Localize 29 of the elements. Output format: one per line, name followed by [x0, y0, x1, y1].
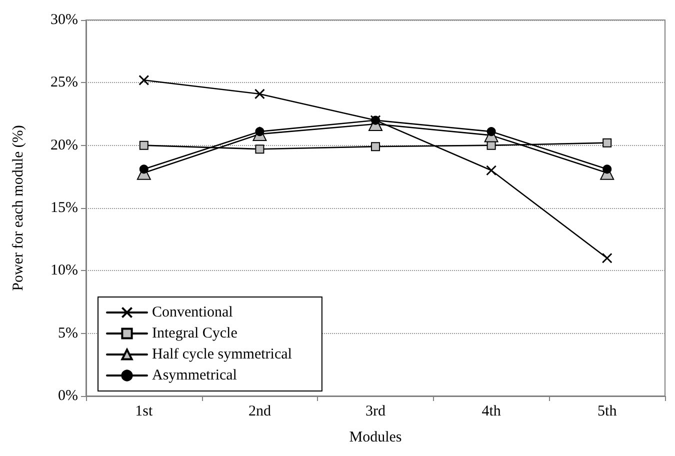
x-tick-label: 4th: [482, 404, 502, 420]
point: [371, 142, 380, 152]
point: [139, 140, 148, 150]
x-tick-label: 1st: [135, 404, 154, 420]
point: [602, 138, 612, 148]
point: [138, 74, 150, 86]
point: [602, 252, 612, 264]
legend-label: Integral Cycle: [152, 326, 238, 342]
point: [486, 165, 497, 176]
point: [139, 164, 148, 174]
x-tick-label: 5th: [598, 404, 618, 420]
point: [486, 127, 496, 136]
y-tick-label: 10%: [50, 262, 78, 279]
point: [602, 164, 612, 174]
y-tick-label: 5%: [58, 325, 78, 342]
y-tick-label: 15%: [50, 200, 78, 216]
legend-label: Half cycle symmetrical: [152, 346, 292, 362]
legend-label: Conventional: [152, 304, 233, 320]
point: [254, 88, 265, 100]
x-tick-label: 2nd: [248, 404, 272, 420]
y-axis-title: Power for each module (%): [10, 125, 26, 291]
y-tick-label: 20%: [50, 137, 78, 154]
point: [255, 144, 264, 154]
y-tick-label: 0%: [58, 388, 78, 404]
x-axis-title: Modules: [349, 430, 402, 446]
legend-label: Asymmetrical: [152, 368, 237, 384]
x-tick-label: 3rd: [366, 404, 386, 420]
y-tick-label: 25%: [50, 74, 78, 91]
y-tick-label: 30%: [50, 12, 78, 28]
